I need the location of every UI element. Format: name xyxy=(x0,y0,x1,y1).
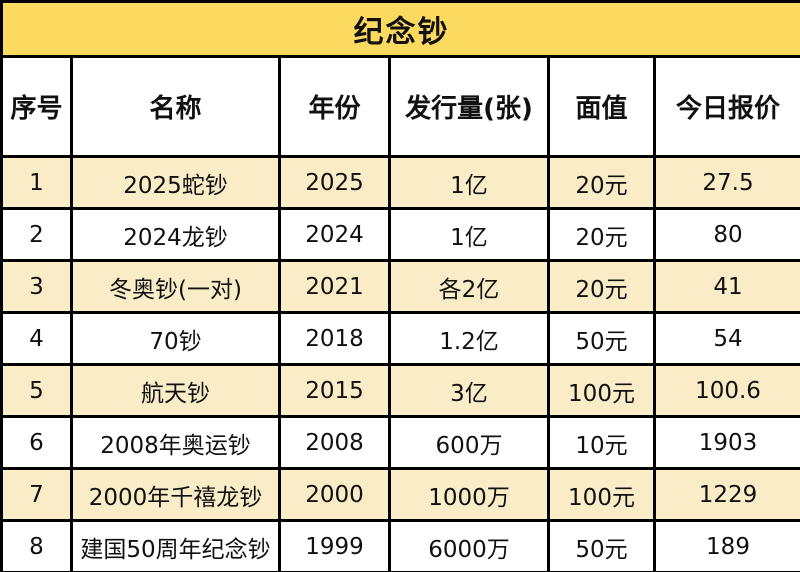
cell-name: 建国50周年纪念钞 xyxy=(70,519,281,572)
col-header-price: 今日报价 xyxy=(653,55,800,158)
cell-index: 1 xyxy=(0,155,73,210)
table-row: 1 2025蛇钞 2025 1亿 20元 27.5 xyxy=(0,155,800,210)
cell-name: 70钞 xyxy=(70,311,281,366)
cell-issuance: 1亿 xyxy=(388,155,550,210)
cell-price: 41 xyxy=(653,259,800,314)
col-header-index: 序号 xyxy=(0,55,73,158)
cell-index: 8 xyxy=(0,519,73,572)
cell-price: 27.5 xyxy=(653,155,800,210)
table-row: 5 航天钞 2015 3亿 100元 100.6 xyxy=(0,363,800,418)
table-row: 3 冬奥钞(一对) 2021 各2亿 20元 41 xyxy=(0,259,800,314)
cell-price: 1229 xyxy=(653,467,800,522)
cell-price: 54 xyxy=(653,311,800,366)
cell-year: 2018 xyxy=(278,311,391,366)
cell-price: 1903 xyxy=(653,415,800,470)
col-header-issuance: 发行量(张) xyxy=(388,55,550,158)
title-row: 纪念钞 xyxy=(0,0,800,58)
cell-name: 冬奥钞(一对) xyxy=(70,259,281,314)
table-row: 4 70钞 2018 1.2亿 50元 54 xyxy=(0,311,800,366)
cell-index: 7 xyxy=(0,467,73,522)
col-header-name: 名称 xyxy=(70,55,281,158)
table-row: 2 2024龙钞 2024 1亿 20元 80 xyxy=(0,207,800,262)
cell-name: 2008年奥运钞 xyxy=(70,415,281,470)
cell-price: 100.6 xyxy=(653,363,800,418)
cell-face-value: 10元 xyxy=(547,415,656,470)
cell-issuance: 6000万 xyxy=(388,519,550,572)
table-title: 纪念钞 xyxy=(0,0,800,58)
cell-index: 5 xyxy=(0,363,73,418)
cell-face-value: 20元 xyxy=(547,155,656,210)
header-row: 序号 名称 年份 发行量(张) 面值 今日报价 xyxy=(0,55,800,158)
cell-year: 1999 xyxy=(278,519,391,572)
cell-price: 189 xyxy=(653,519,800,572)
cell-index: 4 xyxy=(0,311,73,366)
table-row: 8 建国50周年纪念钞 1999 6000万 50元 189 xyxy=(0,519,800,572)
table-row: 6 2008年奥运钞 2008 600万 10元 1903 xyxy=(0,415,800,470)
cell-name: 2024龙钞 xyxy=(70,207,281,262)
cell-issuance: 1000万 xyxy=(388,467,550,522)
cell-issuance: 1亿 xyxy=(388,207,550,262)
table-row: 7 2000年千禧龙钞 2000 1000万 100元 1229 xyxy=(0,467,800,522)
cell-face-value: 20元 xyxy=(547,207,656,262)
cell-year: 2000 xyxy=(278,467,391,522)
cell-year: 2021 xyxy=(278,259,391,314)
cell-face-value: 100元 xyxy=(547,363,656,418)
cell-index: 2 xyxy=(0,207,73,262)
cell-name: 航天钞 xyxy=(70,363,281,418)
cell-index: 6 xyxy=(0,415,73,470)
cell-face-value: 100元 xyxy=(547,467,656,522)
cell-issuance: 1.2亿 xyxy=(388,311,550,366)
cell-name: 2000年千禧龙钞 xyxy=(70,467,281,522)
cell-issuance: 各2亿 xyxy=(388,259,550,314)
cell-year: 2015 xyxy=(278,363,391,418)
table-body: 1 2025蛇钞 2025 1亿 20元 27.5 2 2024龙钞 2024 1亿 20元 80 3 冬… xyxy=(0,155,800,572)
cell-year: 2024 xyxy=(278,207,391,262)
cell-face-value: 50元 xyxy=(547,519,656,572)
cell-face-value: 20元 xyxy=(547,259,656,314)
cell-issuance: 3亿 xyxy=(388,363,550,418)
cell-year: 2025 xyxy=(278,155,391,210)
col-header-face-value: 面值 xyxy=(547,55,656,158)
cell-name: 2025蛇钞 xyxy=(70,155,281,210)
cell-face-value: 50元 xyxy=(547,311,656,366)
cell-year: 2008 xyxy=(278,415,391,470)
cell-price: 80 xyxy=(653,207,800,262)
cell-index: 3 xyxy=(0,259,73,314)
cell-issuance: 600万 xyxy=(388,415,550,470)
col-header-year: 年份 xyxy=(278,55,391,158)
